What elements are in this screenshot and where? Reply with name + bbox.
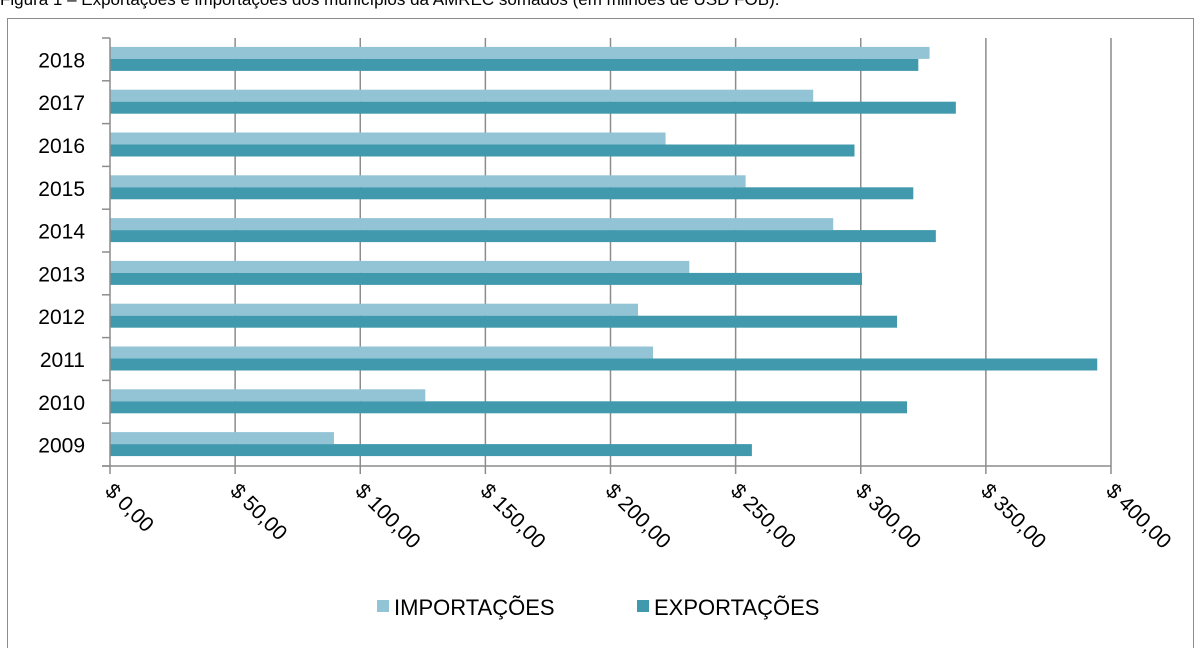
x-tick-label: $ 100,00 [351, 479, 425, 553]
legend-label-importacoes: IMPORTAÇÕES [394, 595, 555, 620]
export-bar-2016 [110, 145, 854, 157]
legend: IMPORTAÇÕES EXPORTAÇÕES [377, 595, 819, 620]
import-bar-2018 [110, 47, 930, 59]
export-bar-2015 [110, 187, 913, 199]
x-tick-label: $ 200,00 [601, 479, 675, 553]
y-tick-label: 2010 [38, 392, 85, 415]
export-bar-2012 [110, 316, 897, 328]
y-tick-label: 2015 [38, 178, 85, 201]
y-tick-label: 2016 [38, 135, 85, 158]
import-bar-2011 [110, 347, 653, 359]
import-bar-2012 [110, 304, 638, 316]
export-bar-2017 [110, 102, 956, 114]
export-bar-2009 [110, 444, 752, 456]
x-tick-labels: $ 0,00 $ 50,00 $ 100,00 $ 150,00 $ 200,00 $ 2… [100, 479, 1175, 553]
y-tick-label: 2012 [38, 306, 85, 329]
bars [110, 47, 1097, 456]
legend-swatch-importacoes [377, 600, 389, 612]
x-tick-label: $ 50,00 [226, 479, 292, 545]
y-tick-label: 2018 [38, 49, 85, 72]
y-tick-label: 2017 [38, 92, 85, 115]
y-tick-label: 2014 [38, 221, 85, 244]
x-tick-label: $ 400,00 [1101, 479, 1175, 553]
export-bar-2010 [110, 401, 907, 413]
export-bar-2011 [110, 359, 1097, 371]
x-tick-label: $ 250,00 [726, 479, 800, 553]
import-bar-2014 [110, 218, 833, 230]
y-tick-label: 2011 [40, 349, 85, 372]
y-tick-label: 2013 [38, 263, 85, 286]
import-bar-2015 [110, 175, 746, 187]
x-tick-label: $ 300,00 [851, 479, 925, 553]
legend-swatch-exportacoes [637, 600, 649, 612]
x-tick-label: $ 0,00 [100, 479, 158, 537]
import-bar-2010 [110, 389, 425, 401]
export-bar-2018 [110, 59, 918, 71]
x-tick-label: $ 350,00 [976, 479, 1050, 553]
import-bar-2009 [110, 432, 334, 444]
import-bar-2013 [110, 261, 689, 273]
legend-label-exportacoes: EXPORTAÇÕES [654, 595, 819, 620]
y-tick-label: 2009 [38, 435, 85, 458]
import-bar-2017 [110, 90, 813, 102]
y-tick-labels: 2009 2010 2011 2012 2013 2014 2015 2016 2017 2018 [38, 49, 85, 457]
x-tick-label: $ 150,00 [476, 479, 550, 553]
export-bar-2014 [110, 230, 936, 242]
export-bar-2013 [110, 273, 862, 285]
import-bar-2016 [110, 133, 666, 145]
